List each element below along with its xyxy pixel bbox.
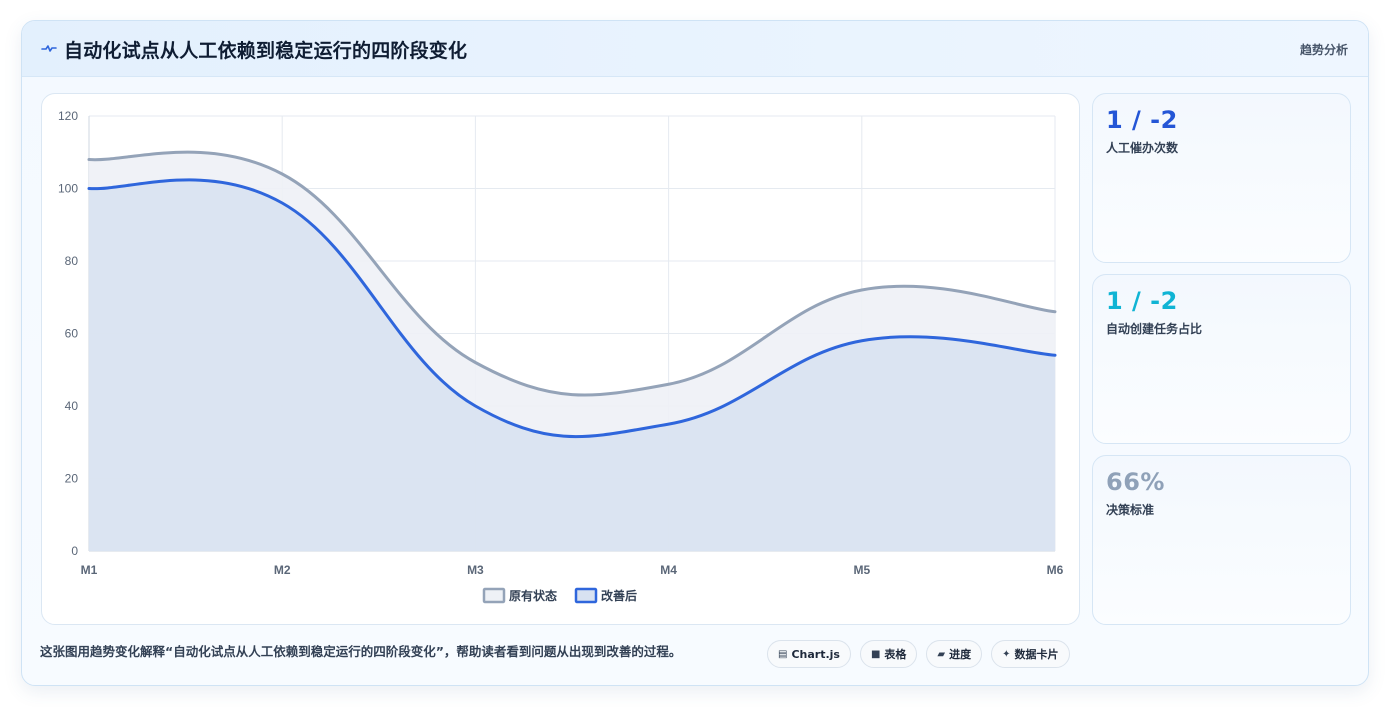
legend-swatch bbox=[482, 587, 506, 604]
stat-label: 人工催办次数 bbox=[1106, 141, 1179, 155]
y-tick-label: 120 bbox=[58, 109, 78, 123]
chip-label: 数据卡片 bbox=[1014, 648, 1059, 661]
header-tag: 趋势分析 bbox=[1299, 43, 1348, 57]
x-tick-label: M1 bbox=[81, 563, 98, 577]
chip-label: Chart.js bbox=[791, 647, 840, 661]
stat-label: 决策标准 bbox=[1106, 503, 1155, 517]
card-header: 自动化试点从人工依赖到稳定运行的四阶段变化 趋势分析 bbox=[22, 21, 1368, 77]
x-tick-label: M3 bbox=[467, 563, 484, 577]
stat-value: 1 / -2 bbox=[1106, 287, 1178, 315]
legend-label: 改善后 bbox=[601, 588, 637, 603]
y-tick-label: 80 bbox=[65, 254, 79, 268]
legend-swatch bbox=[574, 587, 598, 604]
series-area-1 bbox=[89, 179, 1055, 551]
table-icon: ■ bbox=[870, 648, 881, 660]
y-tick-label: 60 bbox=[65, 327, 79, 341]
x-tick-label: M4 bbox=[660, 563, 677, 577]
stat-card-manual-reminders: 1 / -2 人工催办次数 bbox=[1092, 93, 1351, 263]
series-line-1 bbox=[87, 178, 1057, 439]
area-chart: 0 20 40 60 80 100 120 M1 M2 M3 M4 M5 M6 原有状态 改善后 bbox=[58, 109, 1064, 604]
tech-chips: ▤ Chart.js ■ 表格 ▰ 进度 ✦ 数据卡片 bbox=[767, 640, 1070, 668]
pulse-icon bbox=[41, 45, 57, 52]
legend-label: 原有状态 bbox=[509, 588, 557, 603]
chip-table[interactable]: ■ 表格 bbox=[859, 640, 918, 668]
y-tick-label: 20 bbox=[65, 472, 79, 486]
chart-card: 自动化试点从人工依赖到稳定运行的四阶段变化 趋势分析 0 20 40 60 80 100 1… bbox=[21, 20, 1369, 686]
chip-label: 表格 bbox=[884, 648, 907, 661]
sparkle-icon: ✦ bbox=[1002, 648, 1011, 660]
stat-value: 66% bbox=[1106, 468, 1165, 496]
stat-card-auto-task-ratio: 1 / -2 自动创建任务占比 bbox=[1092, 274, 1351, 444]
x-tick-label: M2 bbox=[274, 563, 291, 577]
stat-label: 自动创建任务占比 bbox=[1106, 322, 1203, 336]
chip-progress[interactable]: ▰ 进度 bbox=[926, 640, 983, 668]
stat-card-decision-standard: 66% 决策标准 bbox=[1092, 455, 1351, 625]
stat-value: 1 / -2 bbox=[1106, 106, 1178, 134]
x-tick-label: M6 bbox=[1047, 563, 1064, 577]
chip-data-card[interactable]: ✦ 数据卡片 bbox=[991, 640, 1070, 668]
chip-chartjs[interactable]: ▤ Chart.js bbox=[767, 640, 851, 668]
chart-icon: ▤ bbox=[778, 648, 788, 660]
progress-icon: ▰ bbox=[937, 648, 946, 660]
y-tick-label: 40 bbox=[65, 399, 79, 413]
chip-label: 进度 bbox=[949, 648, 972, 661]
chart-panel: 0 20 40 60 80 100 120 M1 M2 M3 M4 M5 M6 原有状态 改善后 bbox=[41, 93, 1080, 625]
x-tick-label: M5 bbox=[853, 563, 870, 577]
y-tick-label: 100 bbox=[58, 182, 78, 196]
series-line-0 bbox=[87, 150, 1057, 397]
page-title: 自动化试点从人工依赖到稳定运行的四阶段变化 bbox=[64, 40, 468, 62]
y-tick-label: 0 bbox=[71, 544, 78, 558]
chart-description: 这张图用趋势变化解释“自动化试点从人工依赖到稳定运行的四阶段变化”，帮助读者看到… bbox=[40, 644, 682, 659]
